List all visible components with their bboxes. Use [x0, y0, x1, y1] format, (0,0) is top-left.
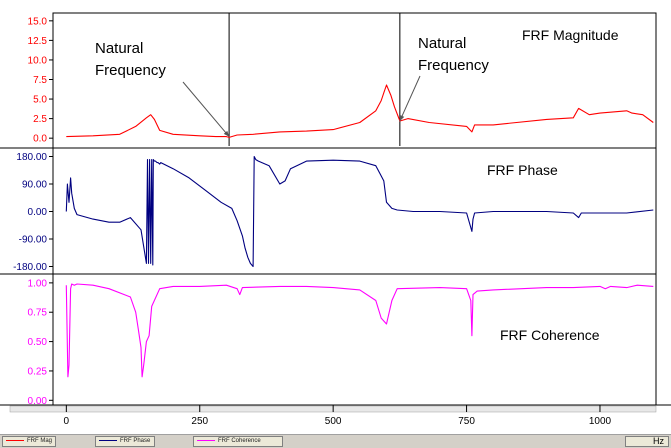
y-tick-label: 7.5	[33, 75, 47, 86]
y-tick-label: 180.00	[16, 152, 47, 163]
unit-indicator: Hz	[625, 436, 669, 447]
y-tick-label: 12.5	[28, 36, 48, 47]
annotation-arrowhead	[399, 114, 405, 121]
y-tick-label: -180.00	[13, 262, 47, 273]
y-tick-label: 1.00	[28, 278, 48, 289]
y-tick-label: 2.5	[33, 114, 47, 125]
legend-item-frf-phase[interactable]: FRF Phase	[95, 436, 155, 447]
series-line-frf-phase	[65, 155, 654, 268]
legend-label-frf-mag: FRF Mag	[27, 438, 53, 444]
legend-label-frf-coherence: FRF Coherence	[218, 438, 261, 444]
y-tick-label: 15.0	[28, 16, 48, 27]
natural-frequency-label: Frequency	[418, 57, 489, 74]
y-tick-label: 10.0	[28, 55, 48, 66]
annotation-arrow	[182, 81, 230, 137]
panel-label: FRF Magnitude	[522, 27, 619, 43]
legend-swatch-frf-coherence	[197, 439, 215, 441]
y-tick-label: 5.0	[33, 95, 47, 106]
natural-frequency-label: Frequency	[95, 62, 166, 79]
y-tick-label: 0.00	[28, 207, 48, 218]
annotation-arrowhead	[223, 130, 230, 137]
series-line-frf-coherence	[65, 283, 654, 378]
legend-item-frf-mag[interactable]: FRF Mag	[2, 436, 56, 447]
legend-item-frf-coherence[interactable]: FRF Coherence	[193, 436, 283, 447]
legend-label-frf-phase: FRF Phase	[120, 438, 151, 444]
panel-label: FRF Phase	[487, 162, 558, 178]
legend-swatch-frf-mag	[6, 439, 24, 441]
y-tick-label: 0.0	[33, 134, 47, 145]
annotation-arrow	[399, 75, 421, 122]
panel-label: FRF Coherence	[500, 327, 600, 343]
natural-frequency-label: Natural	[95, 40, 143, 57]
status-bar: FRF Mag FRF Phase FRF Coherence Hz	[0, 434, 671, 448]
y-tick-label: 0.00	[28, 396, 48, 407]
x-tick-label: 1000	[589, 416, 612, 427]
legend-swatch-frf-phase	[99, 439, 117, 441]
natural-frequency-label: Natural	[418, 35, 466, 52]
x-tick-label: 750	[458, 416, 475, 427]
y-tick-label: 90.00	[22, 180, 47, 191]
y-tick-label: -90.00	[19, 235, 48, 246]
y-tick-label: 0.25	[28, 366, 48, 377]
x-tick-label: 250	[191, 416, 208, 427]
x-tick-label: 0	[64, 416, 70, 427]
y-tick-label: 0.50	[28, 337, 48, 348]
x-tick-label: 500	[325, 416, 342, 427]
series-line-frf-mag	[66, 84, 654, 138]
y-tick-label: 0.75	[28, 308, 48, 319]
